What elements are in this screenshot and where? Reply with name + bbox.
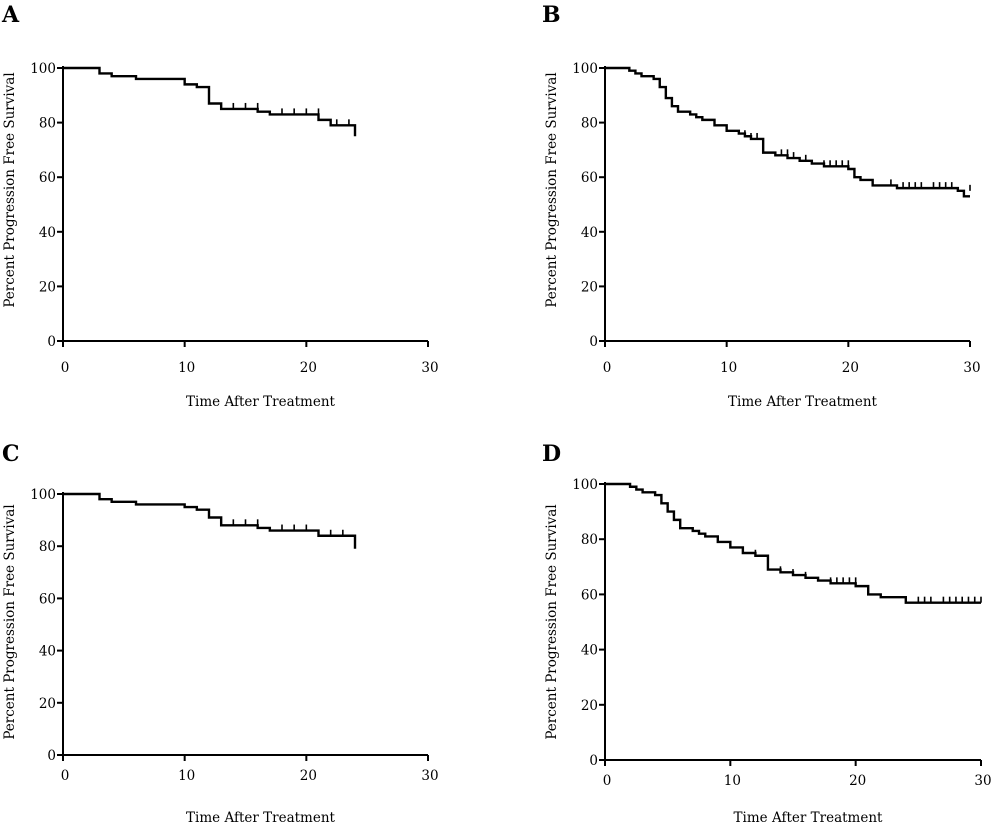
x-tick-label: 30: [963, 360, 980, 376]
y-tick-label: 0: [589, 334, 598, 350]
panel-letter: A: [1, 2, 20, 28]
panel-letter: B: [542, 2, 561, 28]
y-tick-label: 40: [39, 644, 56, 660]
y-tick-label: 0: [47, 748, 56, 764]
y-tick-label: 40: [581, 225, 598, 241]
survival-curve: [63, 492, 357, 549]
y-tick-label: 0: [47, 334, 56, 350]
y-tick-label: 60: [39, 170, 56, 186]
survival-curve: [605, 482, 981, 604]
x-tick-label: 30: [974, 773, 991, 789]
panel-a: A 0 10 20 30 0 20 40 60 80 100 Time After Treatment…: [1, 2, 439, 410]
survival-curve: [605, 66, 970, 198]
x-tick-label: 20: [300, 768, 317, 784]
survival-curve: [63, 66, 357, 137]
panel-c: C 0 10 20 30 0 20 40 60 80 100 Time After Treatment…: [2, 441, 439, 826]
panel-b: B 0 10 20 30 0 20 40 60 80 100 Time After Treatment…: [542, 2, 981, 410]
x-axis-label: Time After Treatment: [186, 394, 335, 410]
y-tick-label: 40: [581, 643, 598, 659]
x-axis-label: Time After Treatment: [734, 810, 883, 826]
y-tick-label: 60: [39, 591, 56, 607]
x-tick-label: 10: [178, 768, 195, 784]
y-tick-label: 100: [572, 477, 598, 493]
y-tick-label: 100: [30, 61, 56, 77]
y-tick-label: 20: [581, 279, 598, 295]
x-tick-label: 0: [603, 773, 612, 789]
y-axis-label: Percent Progression Free Survival: [2, 504, 18, 739]
y-tick-label: 80: [39, 539, 56, 555]
x-tick-label: 20: [849, 773, 866, 789]
x-tick-label: 10: [724, 773, 741, 789]
y-tick-label: 0: [589, 753, 598, 769]
x-tick-label: 20: [300, 360, 317, 376]
x-tick-label: 10: [720, 360, 737, 376]
x-axis-label: Time After Treatment: [186, 810, 335, 826]
y-tick-label: 40: [39, 225, 56, 241]
y-tick-label: 60: [581, 587, 598, 603]
x-tick-label: 10: [178, 360, 195, 376]
x-axis-label: Time After Treatment: [728, 394, 877, 410]
y-tick-label: 80: [39, 116, 56, 132]
panel-letter: C: [2, 441, 20, 467]
y-tick-label: 80: [581, 532, 598, 548]
x-tick-label: 30: [421, 360, 438, 376]
y-tick-label: 100: [30, 487, 56, 503]
y-axis-label: Percent Progression Free Survival: [544, 72, 560, 307]
panel-letter: D: [542, 441, 561, 467]
y-tick-label: 100: [572, 61, 598, 77]
x-tick-label: 0: [61, 360, 70, 376]
x-tick-label: 20: [842, 360, 859, 376]
y-tick-label: 20: [39, 696, 56, 712]
x-tick-label: 30: [421, 768, 438, 784]
y-tick-label: 80: [581, 116, 598, 132]
x-tick-label: 0: [61, 768, 70, 784]
panel-d: D 0 10 20 30 0 20 40 60 80 100 Time After Treatment…: [542, 441, 992, 826]
y-axis-label: Percent Progression Free Survival: [544, 504, 560, 739]
y-tick-label: 60: [581, 170, 598, 186]
y-tick-label: 20: [581, 698, 598, 714]
x-tick-label: 0: [603, 360, 612, 376]
y-axis-label: Percent Progression Free Survival: [2, 72, 18, 307]
y-tick-label: 20: [39, 279, 56, 295]
